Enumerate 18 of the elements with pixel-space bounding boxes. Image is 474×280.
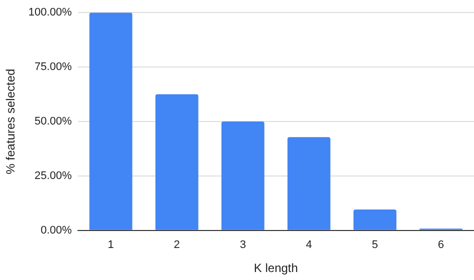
y-axis-title: % features selected: [4, 68, 18, 174]
x-tick-label: 6: [438, 239, 444, 252]
bar: [221, 122, 264, 230]
x-tick-label: 2: [174, 239, 180, 252]
x-tick-label: 1: [108, 239, 114, 252]
x-axis-title: K length: [254, 261, 298, 276]
y-tick-label: 50.00%: [34, 116, 72, 128]
bar: [287, 137, 330, 230]
y-tick-label: 0.00%: [40, 224, 72, 236]
x-tick-label: 3: [240, 239, 246, 252]
y-tick-label: 25.00%: [34, 170, 72, 182]
x-tick-label: 5: [372, 239, 378, 252]
x-tick-label: 4: [306, 239, 312, 252]
bar: [89, 12, 132, 230]
bar: [155, 94, 198, 230]
y-tick-label: 75.00%: [34, 61, 72, 74]
y-tick-label: 100.00%: [28, 6, 72, 19]
bar: [353, 209, 396, 230]
